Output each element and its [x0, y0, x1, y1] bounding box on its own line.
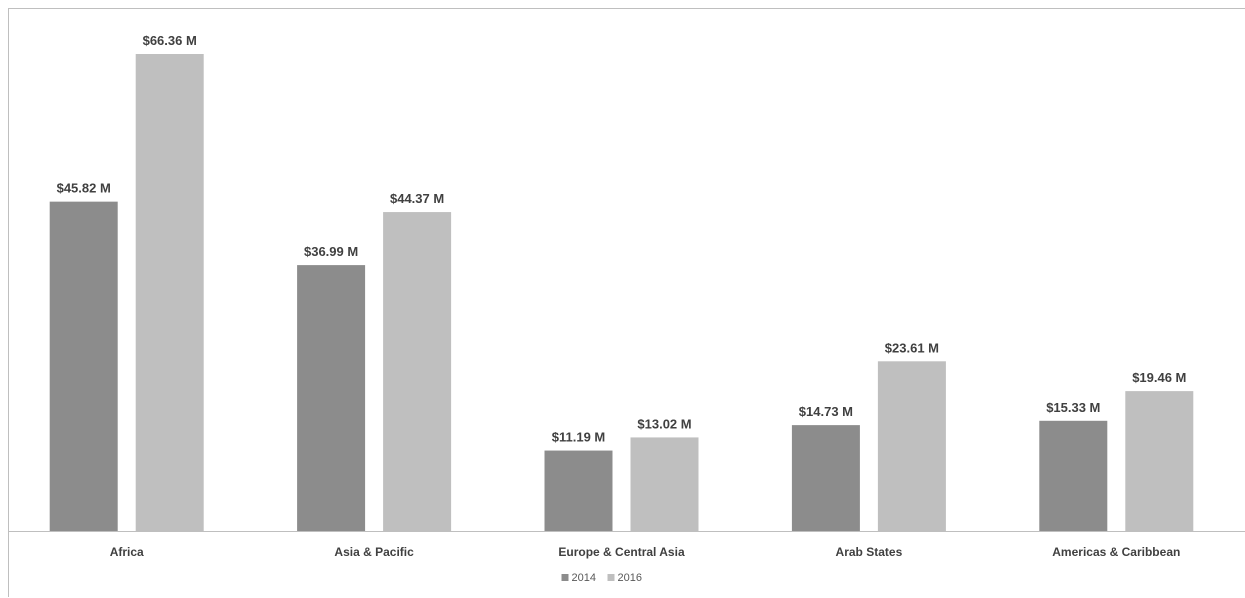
data-label-2016-3: $23.61 M: [885, 340, 939, 355]
bar-2016-3: [877, 361, 946, 531]
legend-label-2014: 2014: [572, 572, 596, 584]
data-label-2016-2: $13.02 M: [637, 416, 691, 431]
data-label-2016-0: $66.36 M: [143, 33, 197, 48]
data-label-2014-1: $36.99 M: [304, 244, 358, 259]
bar-2014-4: [1039, 420, 1108, 531]
x-tick-label-2: Europe & Central Asia: [558, 545, 685, 559]
data-label-2014-3: $14.73 M: [799, 404, 853, 419]
x-tick-label-3: Arab States: [836, 545, 903, 559]
data-labels-layer: $45.82 M $66.36 M $36.99 M $44.37 M $11.19 M…: [57, 33, 1187, 445]
bar-chart: $45.82 M $66.36 M $36.99 M $44.37 M $11.19 M…: [9, 33, 1245, 584]
x-tick-label-1: Asia & Pacific: [334, 545, 414, 559]
bar-2014-3: [791, 425, 860, 531]
data-label-2014-2: $11.19 M: [552, 430, 606, 445]
chart-frame: $45.82 M $66.36 M $36.99 M $44.37 M $11.19 M…: [8, 8, 1245, 597]
legend-label-2016: 2016: [618, 572, 642, 584]
legend: 2014 2016: [561, 572, 642, 584]
data-label-2016-1: $44.37 M: [390, 191, 444, 206]
data-label-2014-4: $15.33 M: [1046, 400, 1100, 415]
bar-2014-2: [544, 450, 613, 531]
legend-swatch-2016: [607, 574, 615, 581]
bar-2016-1: [383, 212, 452, 531]
x-tick-label-4: Americas & Caribbean: [1052, 545, 1180, 559]
data-label-2016-4: $19.46 M: [1132, 370, 1186, 385]
bar-2014-1: [297, 265, 366, 531]
bar-2014-0: [49, 201, 118, 531]
legend-swatch-2014: [561, 574, 569, 581]
bar-2016-0: [135, 54, 204, 531]
bar-2016-2: [630, 437, 699, 531]
x-tick-label-0: Africa: [110, 545, 144, 559]
bar-2016-4: [1125, 391, 1194, 531]
data-label-2014-0: $45.82 M: [57, 181, 111, 196]
x-tick-labels: Africa Asia & Pacific Europe & Central Asi…: [110, 545, 1181, 559]
bars-layer: [49, 54, 1194, 531]
